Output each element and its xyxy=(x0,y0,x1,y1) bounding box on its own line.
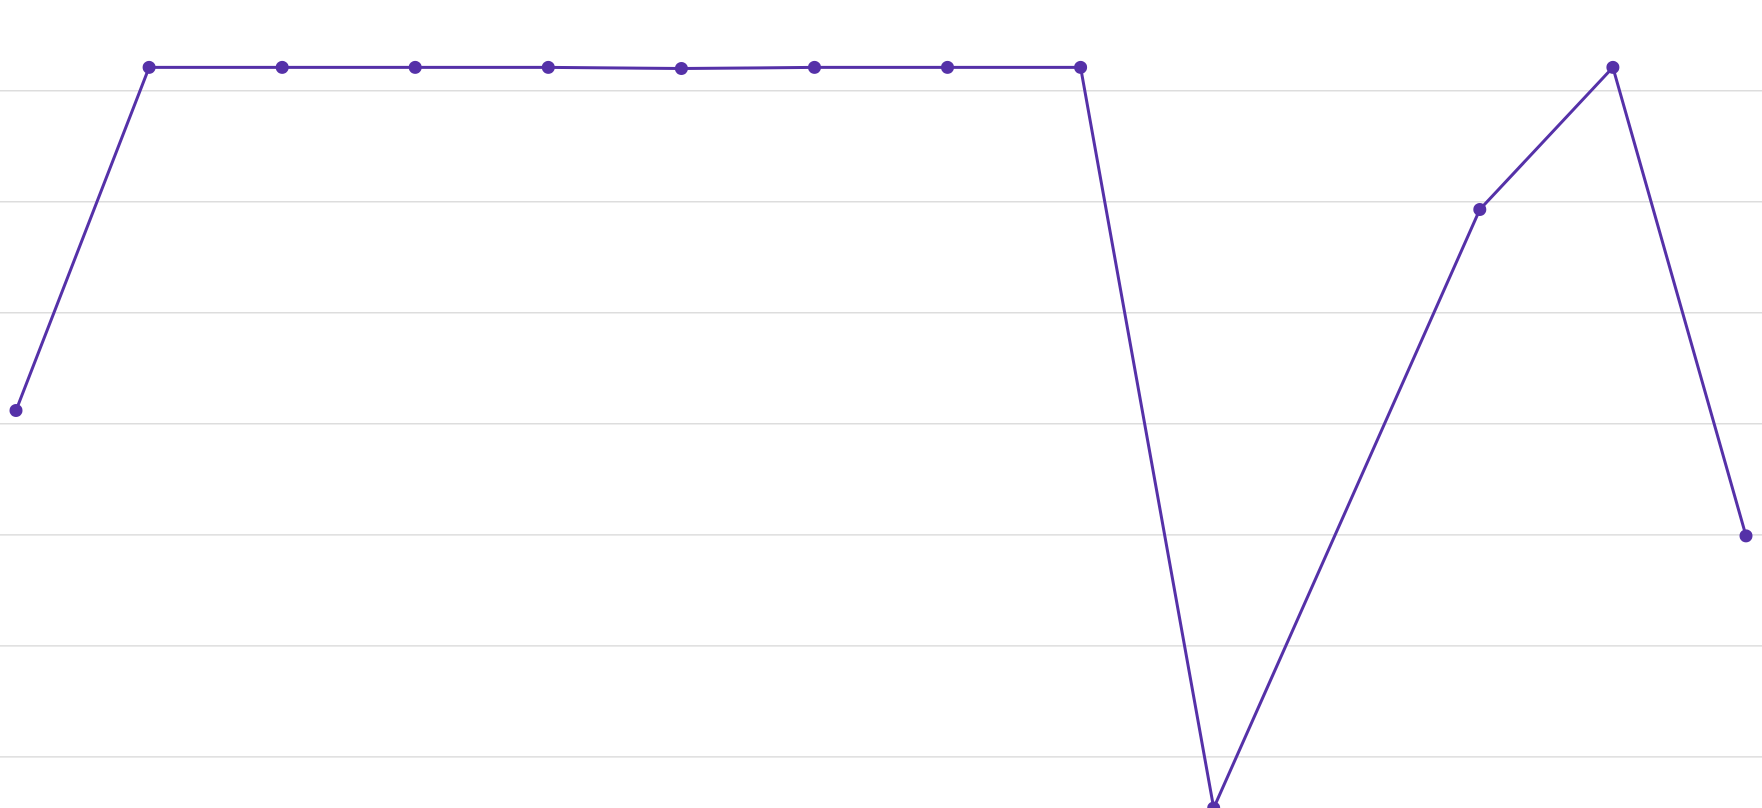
data-point[interactable] xyxy=(541,60,555,74)
data-point[interactable] xyxy=(1739,529,1753,543)
data-point[interactable] xyxy=(1473,203,1487,216)
data-point[interactable] xyxy=(1606,60,1620,74)
data-point[interactable] xyxy=(808,60,821,74)
data-point[interactable] xyxy=(142,60,156,74)
data-point[interactable] xyxy=(941,60,954,74)
series-line-0 xyxy=(14,65,1748,808)
data-point[interactable] xyxy=(9,404,23,417)
data-point[interactable] xyxy=(275,60,289,74)
data-point[interactable] xyxy=(1207,801,1221,808)
data-point[interactable] xyxy=(408,60,422,74)
gridlines xyxy=(0,89,1762,758)
data-point[interactable] xyxy=(674,62,688,75)
series-group xyxy=(9,60,1753,808)
data-point[interactable] xyxy=(1074,60,1088,74)
